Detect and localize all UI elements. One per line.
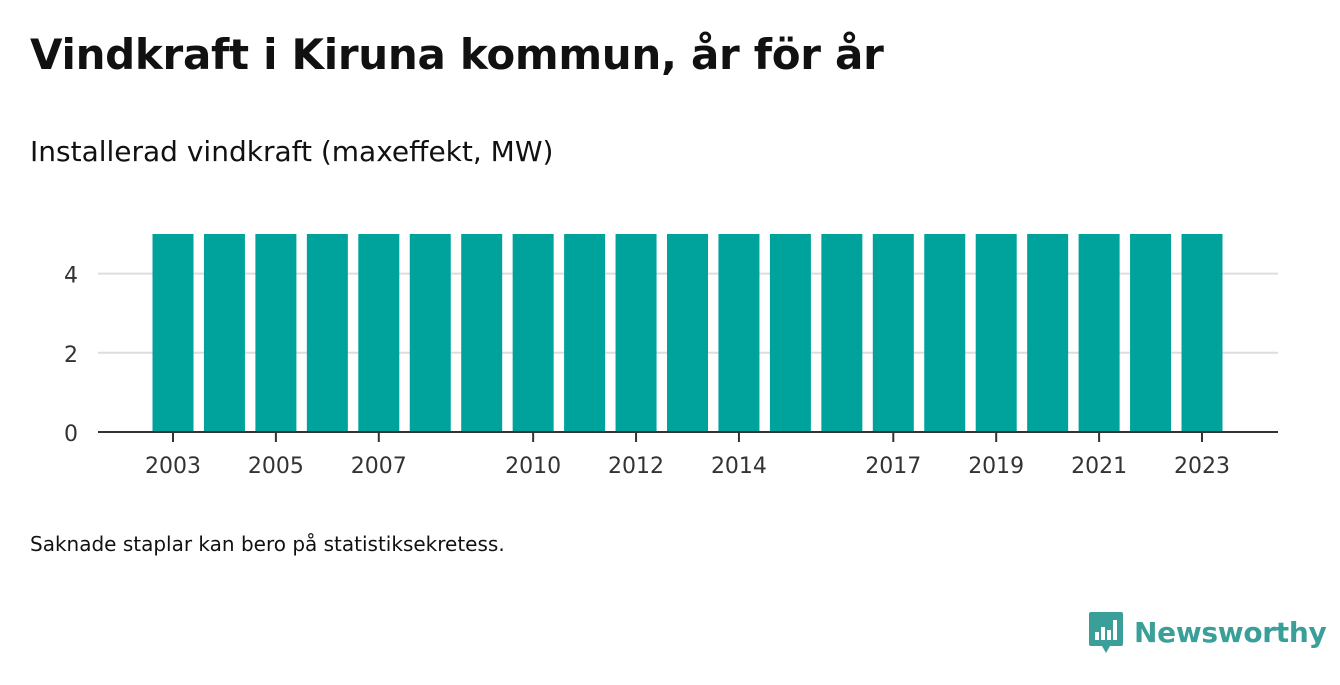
bar-2003	[152, 234, 194, 432]
bar-2020	[1027, 234, 1069, 432]
bar-2013	[667, 234, 708, 432]
x-tick-label: 2012	[608, 454, 664, 479]
x-tick-label: 2003	[145, 454, 201, 479]
bar-2011	[564, 234, 606, 432]
x-tick-label: 2005	[248, 454, 304, 479]
x-tick-label: 2010	[505, 454, 561, 479]
bar-2018	[924, 234, 966, 432]
x-tick-label: 2019	[968, 454, 1024, 479]
bar-2016	[821, 234, 863, 432]
bar-2010	[512, 234, 554, 432]
bar-2005	[255, 234, 297, 432]
brand-logo[interactable]: Newsworthy	[1088, 610, 1327, 654]
bar-2017	[872, 234, 914, 432]
bar-2007	[358, 234, 400, 432]
chart-title: Vindkraft i Kiruna kommun, år för år	[30, 30, 884, 79]
x-tick-label: 2014	[711, 454, 767, 479]
bar-2019	[975, 234, 1017, 432]
x-tick-label: 2021	[1071, 454, 1127, 479]
bar-2015	[769, 234, 811, 432]
y-tick-label: 2	[64, 343, 78, 368]
bar-2012	[615, 234, 657, 432]
footnote: Saknade staplar kan bero på statistiksek…	[30, 532, 505, 556]
x-tick-label: 2023	[1174, 454, 1230, 479]
y-tick-label: 4	[64, 264, 78, 289]
bar-2023	[1181, 234, 1223, 432]
bar-2009	[461, 234, 503, 432]
bar-2004	[203, 234, 245, 432]
x-tick-label: 2007	[351, 454, 407, 479]
bar-2008	[409, 234, 451, 432]
bar-2006	[306, 234, 348, 432]
brand-name: Newsworthy	[1134, 615, 1327, 649]
bar-2022	[1130, 234, 1172, 432]
bar-2014	[718, 234, 760, 432]
bar-2021	[1078, 234, 1120, 432]
newsworthy-logo-icon	[1089, 612, 1123, 653]
y-tick-label: 0	[64, 422, 78, 447]
chart-subtitle: Installerad vindkraft (maxeffekt, MW)	[30, 135, 554, 168]
x-tick-label: 2017	[865, 454, 921, 479]
